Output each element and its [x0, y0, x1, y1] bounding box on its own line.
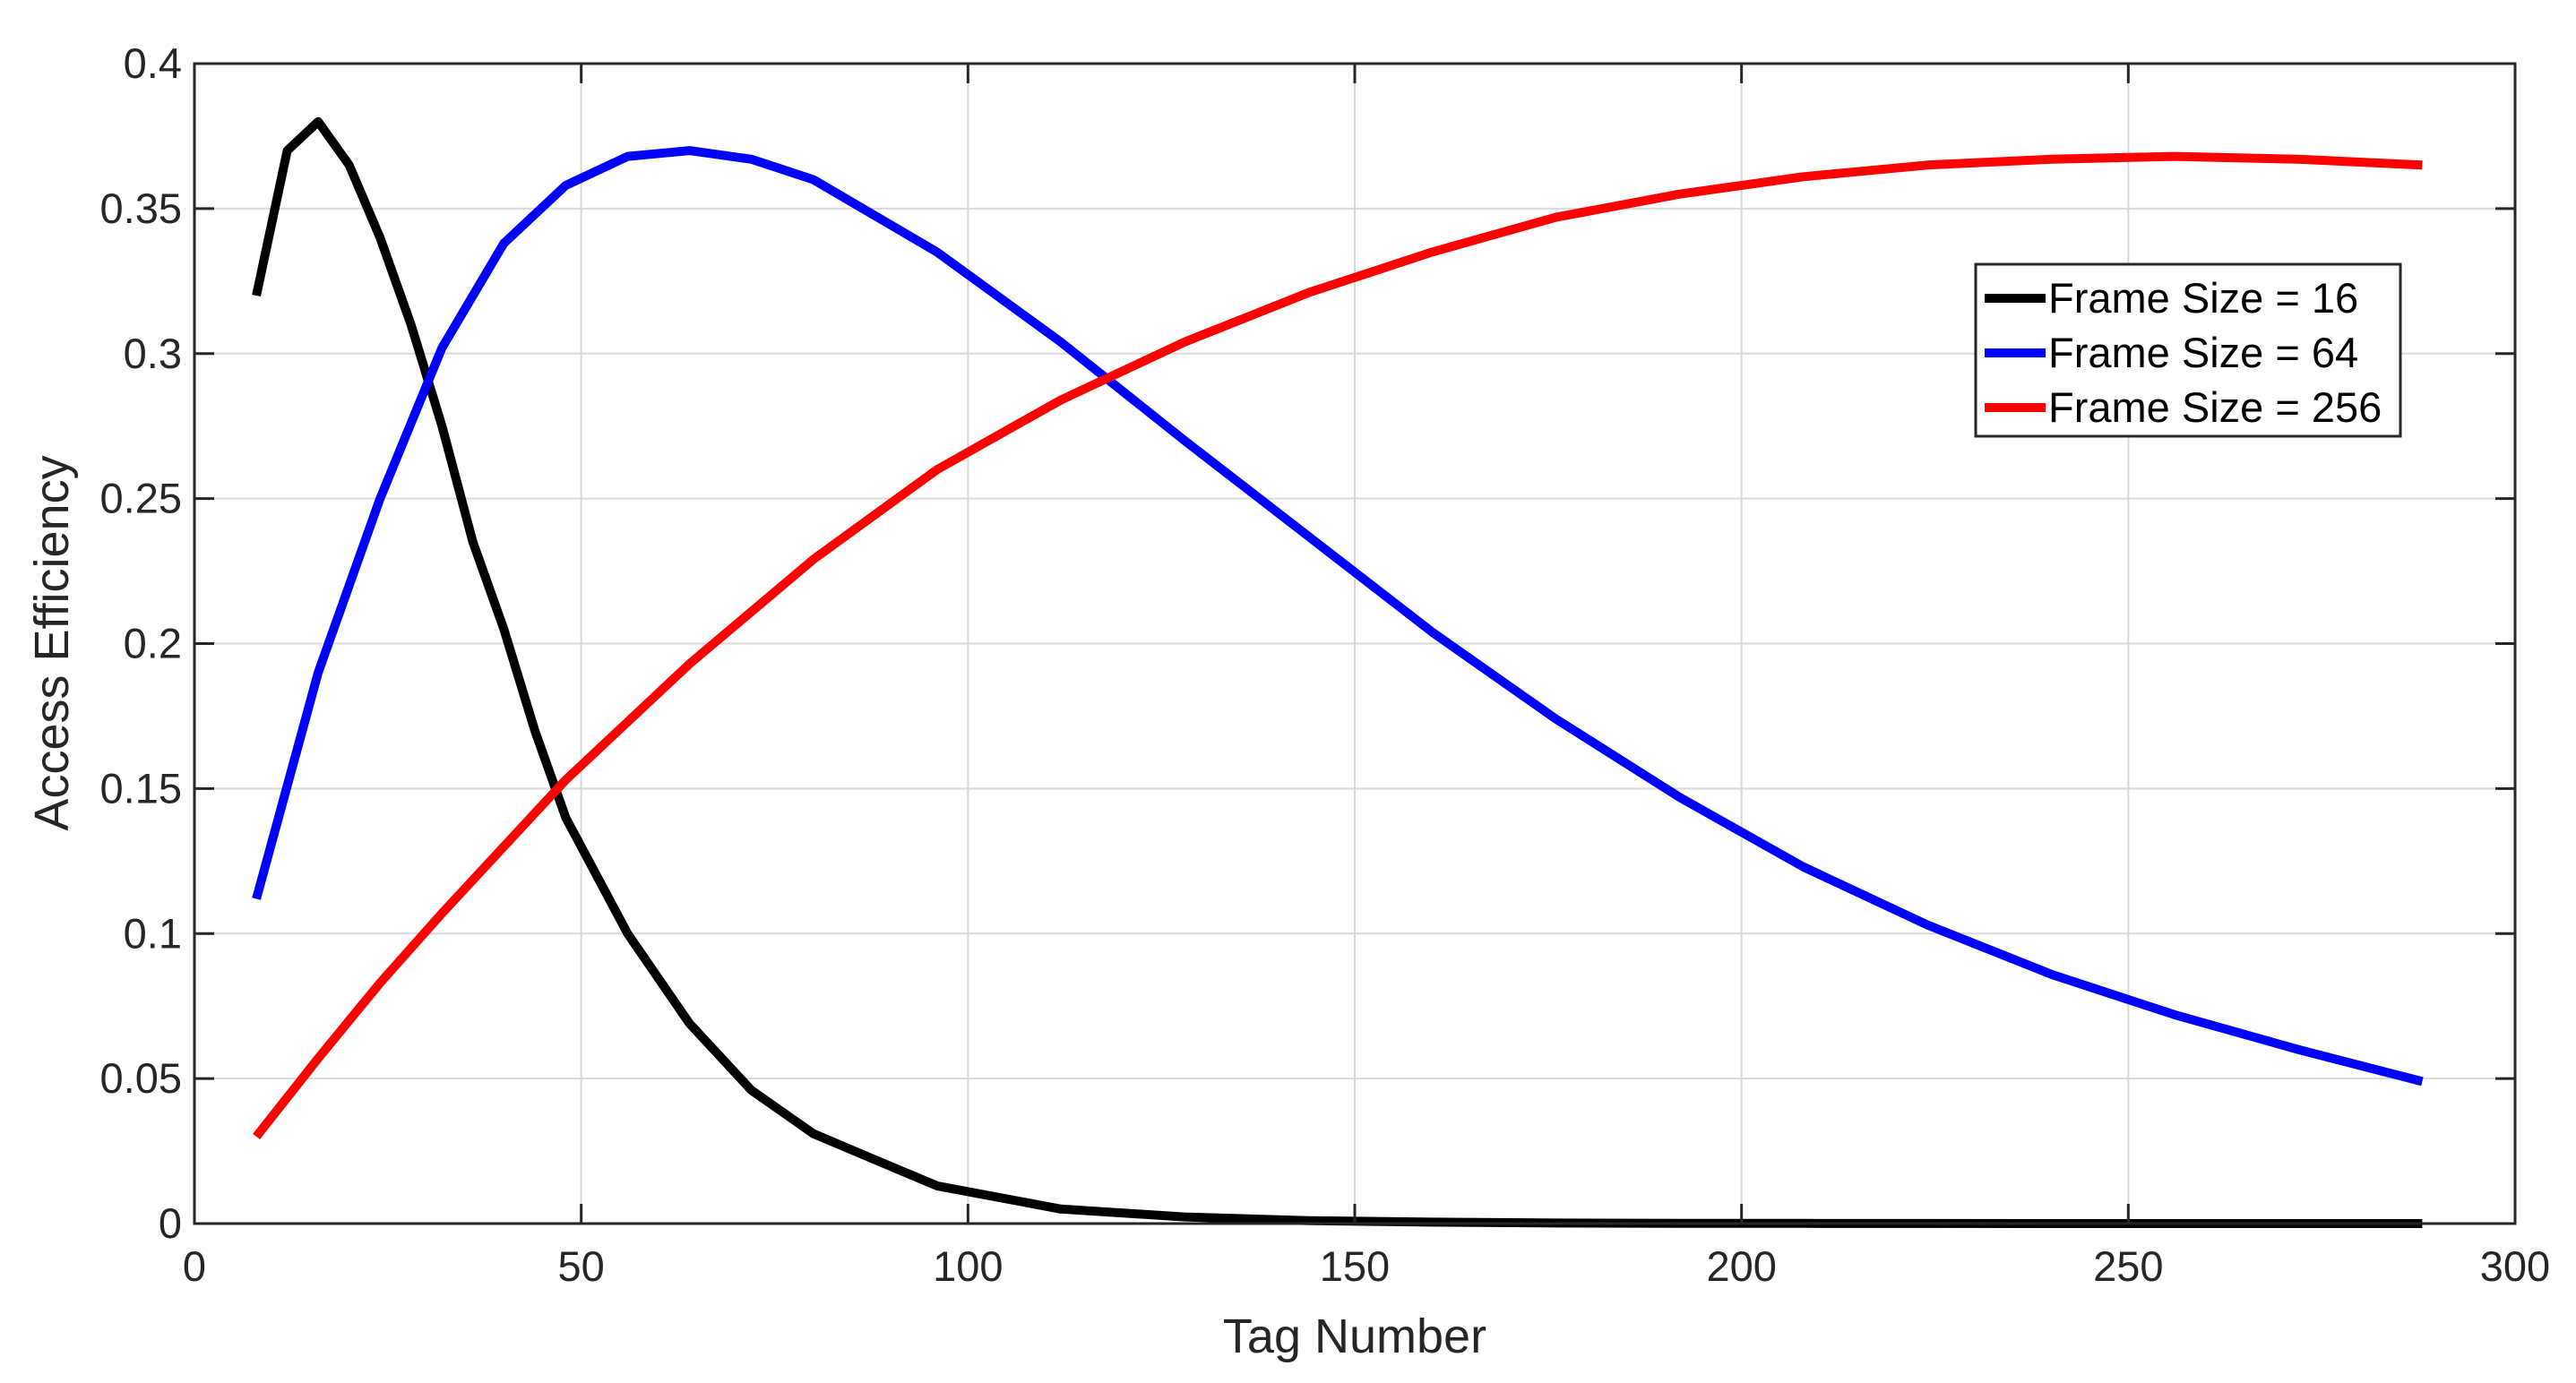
y-axis-label: Access Efficiency	[25, 455, 79, 830]
y-tick-label: 0.3	[124, 330, 182, 377]
y-tick-label: 0.2	[124, 620, 182, 667]
y-tick-labels: 0 0.05 0.1 0.15 0.2 0.25 0.3 0.35 0.4	[100, 39, 182, 1247]
y-tick-label: 0.4	[124, 39, 182, 87]
x-tick-labels: 0 50 100 150 200 250 300	[183, 1242, 2550, 1290]
y-tick-label: 0.1	[124, 909, 182, 957]
x-tick-label: 150	[1320, 1242, 1390, 1290]
series-line-2	[252, 146, 2424, 1087]
y-tick-label: 0.15	[100, 764, 182, 812]
legend: Frame Size = 16 Frame Size = 64 Frame Size…	[1974, 262, 2402, 438]
series-line-3	[253, 151, 2423, 1139]
x-tick-label: 0	[183, 1242, 206, 1290]
x-tick-label: 100	[933, 1242, 1003, 1290]
x-tick-label: 300	[2480, 1242, 2550, 1290]
tick-marks	[193, 62, 2517, 1225]
x-tick-label: 200	[1706, 1242, 1776, 1290]
x-axis-label: Tag Number	[1223, 1310, 1486, 1363]
y-tick-label: 0.35	[100, 185, 182, 232]
legend-box	[1974, 262, 2402, 438]
x-tick-label: 250	[2093, 1242, 2163, 1290]
x-tick-label: 50	[558, 1242, 605, 1290]
y-tick-label: 0.25	[100, 475, 182, 522]
y-tick-label: 0	[159, 1199, 182, 1247]
legend-label: Frame Size = 256	[2048, 383, 2382, 431]
legend-label: Frame Size = 16	[2048, 274, 2358, 322]
y-tick-label: 0.05	[100, 1054, 182, 1102]
legend-label: Frame Size = 64	[2048, 329, 2358, 376]
